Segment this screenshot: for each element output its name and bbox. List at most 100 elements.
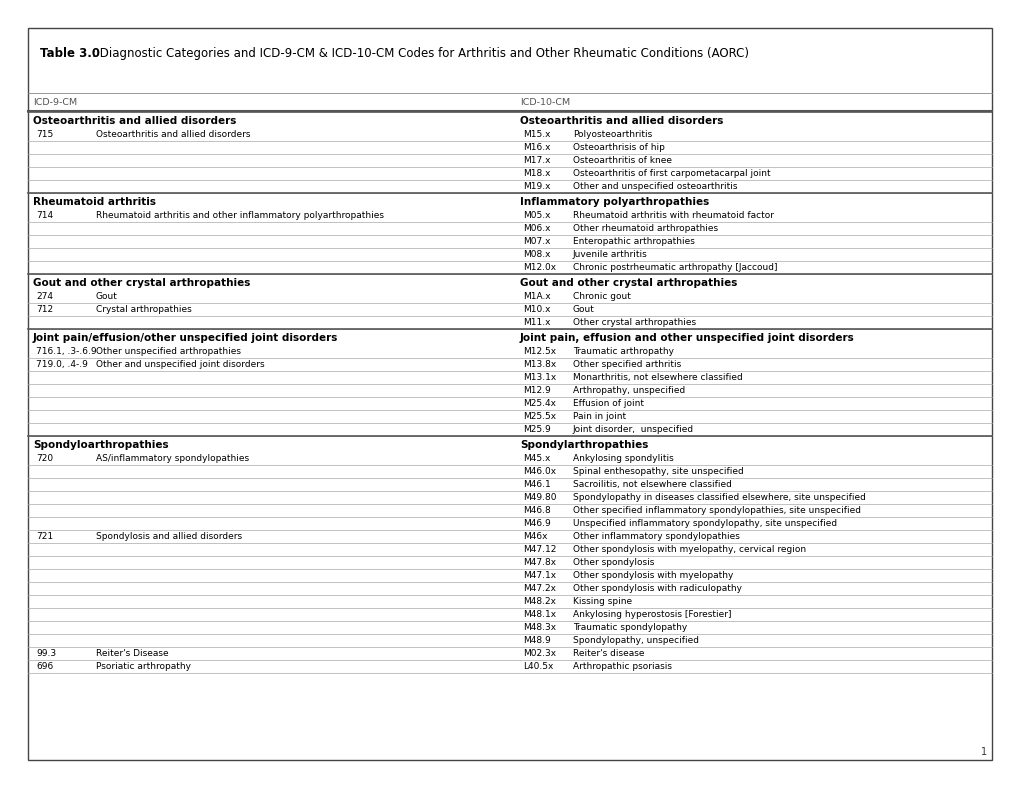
Text: 696: 696	[36, 662, 53, 671]
Text: M46.9: M46.9	[523, 519, 550, 528]
Text: Sacroilitis, not elsewhere classified: Sacroilitis, not elsewhere classified	[573, 480, 731, 489]
Text: Joint disorder,  unspecified: Joint disorder, unspecified	[573, 426, 693, 434]
Text: M46x: M46x	[523, 532, 547, 541]
Text: Inflammatory polyarthropathies: Inflammatory polyarthropathies	[520, 197, 708, 206]
Text: 1: 1	[980, 747, 986, 757]
Text: M47.12: M47.12	[523, 545, 555, 554]
Text: M18.x: M18.x	[523, 169, 550, 178]
Text: Spondylarthropathies: Spondylarthropathies	[520, 440, 647, 450]
Text: Kissing spine: Kissing spine	[573, 597, 632, 606]
Text: Arthropathy, unspecified: Arthropathy, unspecified	[573, 386, 685, 396]
Text: 719.0, .4-.9: 719.0, .4-.9	[36, 360, 88, 370]
Text: Enteropathic arthropathies: Enteropathic arthropathies	[573, 237, 694, 247]
Text: M25.4x: M25.4x	[523, 400, 555, 408]
Text: 714: 714	[36, 211, 53, 221]
Text: Osteoarthritis and allied disorders: Osteoarthritis and allied disorders	[96, 130, 251, 139]
Text: Other rheumatoid arthropathies: Other rheumatoid arthropathies	[573, 225, 717, 233]
Text: M45.x: M45.x	[523, 454, 549, 463]
Text: ICD-10-CM: ICD-10-CM	[520, 98, 570, 106]
Text: Spondyloarthropathies: Spondyloarthropathies	[33, 440, 168, 450]
Text: Effusion of joint: Effusion of joint	[573, 400, 643, 408]
Text: Reiter's disease: Reiter's disease	[573, 649, 644, 658]
Text: M48.1x: M48.1x	[523, 610, 555, 619]
Text: Other spondylosis with myelopathy: Other spondylosis with myelopathy	[573, 571, 733, 580]
Text: Other spondylosis with myelopathy, cervical region: Other spondylosis with myelopathy, cervi…	[573, 545, 805, 554]
Text: M12.0x: M12.0x	[523, 263, 555, 273]
Text: M15.x: M15.x	[523, 130, 550, 139]
Text: Other unspecified arthropathies: Other unspecified arthropathies	[96, 348, 240, 356]
Text: Joint pain/effusion/other unspecified joint disorders: Joint pain/effusion/other unspecified jo…	[33, 333, 338, 343]
Text: Other spondylosis: Other spondylosis	[573, 558, 653, 567]
Text: 720: 720	[36, 454, 53, 463]
Text: M47.8x: M47.8x	[523, 558, 555, 567]
Text: Monarthritis, not elsewhere classified: Monarthritis, not elsewhere classified	[573, 374, 742, 382]
Text: M12.9: M12.9	[523, 386, 550, 396]
Text: AS/inflammatory spondylopathies: AS/inflammatory spondylopathies	[96, 454, 249, 463]
Text: M10.x: M10.x	[523, 305, 550, 314]
Text: Rheumatoid arthritis: Rheumatoid arthritis	[33, 197, 156, 206]
Text: Other and unspecified osteoarthritis: Other and unspecified osteoarthritis	[573, 182, 737, 191]
Text: M06.x: M06.x	[523, 225, 550, 233]
Text: 274: 274	[36, 292, 53, 301]
Text: M48.9: M48.9	[523, 636, 550, 645]
Text: Traumatic spondylopathy: Traumatic spondylopathy	[573, 623, 687, 632]
Text: Chronic gout: Chronic gout	[573, 292, 630, 301]
Text: Gout and other crystal arthropathies: Gout and other crystal arthropathies	[520, 278, 737, 288]
Text: M46.1: M46.1	[523, 480, 550, 489]
Text: Osteoarthrisis of hip: Osteoarthrisis of hip	[573, 143, 664, 152]
Text: M16.x: M16.x	[523, 143, 550, 152]
Text: Joint pain, effusion and other unspecified joint disorders: Joint pain, effusion and other unspecifi…	[520, 333, 854, 343]
Text: Other inflammatory spondylopathies: Other inflammatory spondylopathies	[573, 532, 739, 541]
Text: L40.5x: L40.5x	[523, 662, 552, 671]
Text: M49.80: M49.80	[523, 493, 555, 502]
Text: M48.3x: M48.3x	[523, 623, 555, 632]
Text: M48.2x: M48.2x	[523, 597, 555, 606]
Text: Traumatic arthropathy: Traumatic arthropathy	[573, 348, 674, 356]
Text: 716.1, .3-.6.9: 716.1, .3-.6.9	[36, 348, 97, 356]
Text: Chronic postrheumatic arthropathy [Jaccoud]: Chronic postrheumatic arthropathy [Jacco…	[573, 263, 776, 273]
Text: 721: 721	[36, 532, 53, 541]
Text: ICD-9-CM: ICD-9-CM	[33, 98, 77, 106]
Text: 99.3: 99.3	[36, 649, 56, 658]
Text: Osteoarthritis and allied disorders: Osteoarthritis and allied disorders	[520, 116, 722, 126]
Text: Spinal enthesopathy, site unspecified: Spinal enthesopathy, site unspecified	[573, 467, 743, 476]
Text: Osteoarthritis of knee: Osteoarthritis of knee	[573, 156, 672, 165]
Text: Spondylopathy in diseases classified elsewhere, site unspecified: Spondylopathy in diseases classified els…	[573, 493, 865, 502]
Text: Reiter's Disease: Reiter's Disease	[96, 649, 168, 658]
Text: Other crystal arthropathies: Other crystal arthropathies	[573, 318, 695, 327]
Text: Other spondylosis with radiculopathy: Other spondylosis with radiculopathy	[573, 584, 741, 593]
Text: M25.5x: M25.5x	[523, 412, 555, 422]
Text: Osteoarthritis and allied disorders: Osteoarthritis and allied disorders	[33, 116, 236, 126]
Text: Gout and other crystal arthropathies: Gout and other crystal arthropathies	[33, 278, 250, 288]
Text: M46.8: M46.8	[523, 506, 550, 515]
Text: Gout: Gout	[96, 292, 118, 301]
Text: Psoriatic arthropathy: Psoriatic arthropathy	[96, 662, 191, 671]
Text: Other specified inflammatory spondylopathies, site unspecified: Other specified inflammatory spondylopat…	[573, 506, 860, 515]
Text: M19.x: M19.x	[523, 182, 550, 191]
Text: M02.3x: M02.3x	[523, 649, 555, 658]
Text: Other specified arthritis: Other specified arthritis	[573, 360, 681, 370]
Text: Juvenile arthritis: Juvenile arthritis	[573, 251, 647, 259]
Text: Spondylosis and allied disorders: Spondylosis and allied disorders	[96, 532, 242, 541]
Text: M25.9: M25.9	[523, 426, 550, 434]
Text: Unspecified inflammatory spondylopathy, site unspecified: Unspecified inflammatory spondylopathy, …	[573, 519, 837, 528]
Text: M07.x: M07.x	[523, 237, 550, 247]
Text: M17.x: M17.x	[523, 156, 550, 165]
Text: M47.2x: M47.2x	[523, 584, 555, 593]
Text: M05.x: M05.x	[523, 211, 550, 221]
Text: Ankylosing spondylitis: Ankylosing spondylitis	[573, 454, 673, 463]
Text: Gout: Gout	[573, 305, 594, 314]
Text: M1A.x: M1A.x	[523, 292, 550, 301]
Text: Crystal arthropathies: Crystal arthropathies	[96, 305, 192, 314]
Text: Table 3.0: Table 3.0	[40, 46, 100, 60]
Text: Ankylosing hyperostosis [Forestier]: Ankylosing hyperostosis [Forestier]	[573, 610, 731, 619]
Text: 712: 712	[36, 305, 53, 314]
Text: Pain in joint: Pain in joint	[573, 412, 626, 422]
Text: Other and unspecified joint disorders: Other and unspecified joint disorders	[96, 360, 264, 370]
Text: Polyosteoarthritis: Polyosteoarthritis	[573, 130, 651, 139]
Text: M12.5x: M12.5x	[523, 348, 555, 356]
Text: M08.x: M08.x	[523, 251, 550, 259]
Text: M11.x: M11.x	[523, 318, 550, 327]
Text: 715: 715	[36, 130, 53, 139]
Text: : Diagnostic Categories and ICD-9-CM & ICD-10-CM Codes for Arthritis and Other R: : Diagnostic Categories and ICD-9-CM & I…	[92, 46, 748, 60]
